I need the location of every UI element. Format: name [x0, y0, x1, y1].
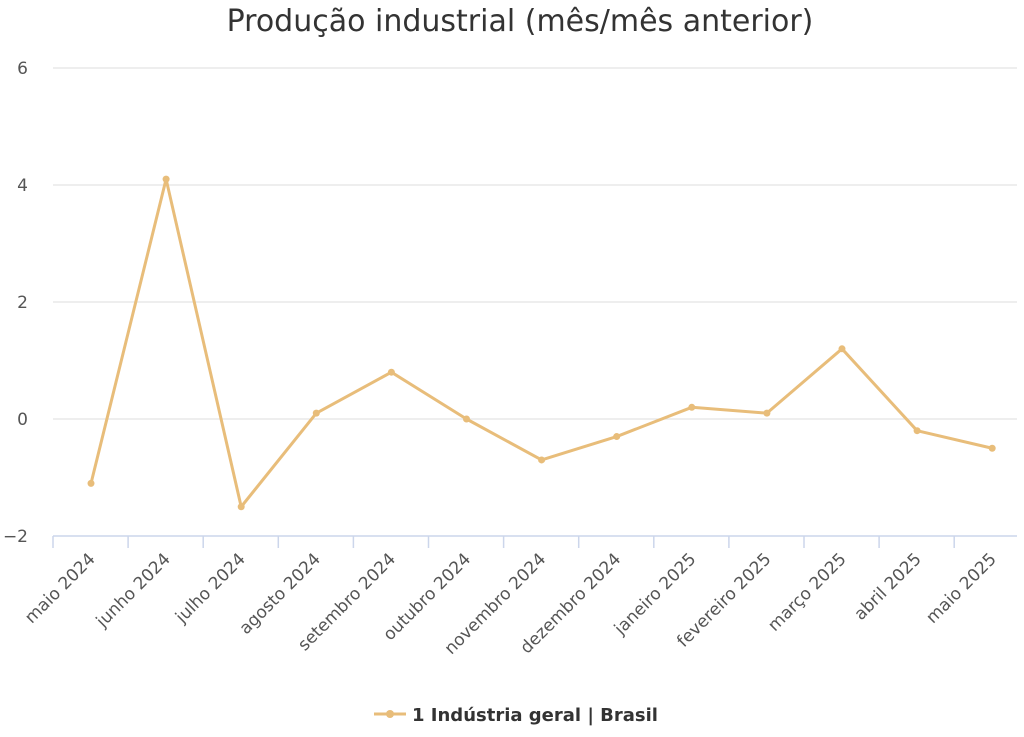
data-point[interactable]	[237, 503, 245, 511]
gridlines	[53, 67, 1017, 420]
y-tick-label: 0	[17, 410, 28, 430]
data-point[interactable]	[763, 409, 771, 417]
data-point[interactable]	[838, 345, 846, 353]
y-axis-labels: −2 0 2 4 6	[3, 59, 28, 547]
x-tick-label: junho 2024	[92, 549, 175, 632]
data-point[interactable]	[988, 444, 996, 452]
y-tick-label: 4	[17, 176, 28, 196]
series-layer	[87, 175, 996, 511]
y-tick-label: 6	[17, 59, 28, 79]
y-tick-label: −2	[3, 527, 28, 547]
x-tick-label: abril 2025	[850, 549, 925, 624]
legend-label[interactable]: 1 Indústria geral | Brasil	[412, 705, 658, 726]
data-point[interactable]	[613, 433, 621, 441]
x-axis	[52, 535, 1017, 548]
data-point[interactable]	[538, 456, 546, 464]
legend-symbol-marker	[386, 710, 394, 718]
x-tick-label: março 2025	[764, 549, 850, 635]
data-point[interactable]	[688, 403, 696, 411]
y-tick-label: 2	[17, 293, 28, 313]
x-tick-label: maio 2024	[21, 549, 99, 627]
legend[interactable]: 1 Indústria geral | Brasil	[374, 705, 658, 726]
x-tick-label: julho 2024	[171, 549, 250, 628]
data-point[interactable]	[162, 175, 170, 183]
x-tick-label: maio 2025	[922, 549, 1000, 627]
data-point[interactable]	[463, 415, 470, 423]
data-point[interactable]	[387, 368, 395, 376]
data-point[interactable]	[87, 479, 95, 487]
data-point[interactable]	[913, 427, 921, 435]
chart-title: Produção industrial (mês/mês anterior)	[227, 4, 814, 39]
data-point[interactable]	[312, 409, 320, 417]
